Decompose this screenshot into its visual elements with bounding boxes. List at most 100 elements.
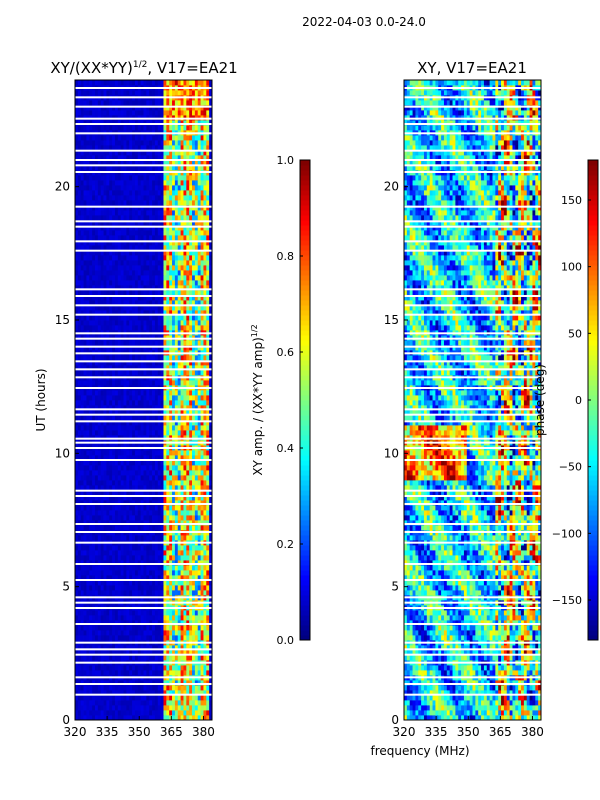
amplitude-heatmap-cell <box>174 620 179 626</box>
amplitude-heatmap-cell <box>123 340 127 346</box>
amplitude-heatmap-cell <box>77 300 82 306</box>
amplitude-heatmap-cell <box>197 370 201 376</box>
amplitude-heatmap-cell <box>117 400 122 406</box>
amplitude-heatmap-cell <box>143 690 147 696</box>
amplitude-heatmap-cell <box>160 480 164 486</box>
amplitude-heatmap-cell <box>163 460 167 466</box>
amplitude-heatmap-cell <box>114 215 119 221</box>
amplitude-heatmap-cell <box>140 280 144 286</box>
amplitude-heatmap-cell <box>120 275 124 281</box>
amplitude-heatmap-cell <box>83 460 87 466</box>
amplitude-heatmap-cell <box>137 340 142 346</box>
amplitude-heatmap-cell <box>152 255 156 261</box>
amplitude-heatmap-cell <box>140 665 144 671</box>
amplitude-heatmap-cell <box>192 360 196 366</box>
amplitude-heatmap-cell <box>134 400 139 406</box>
amplitude-heatmap-cell <box>146 320 150 326</box>
amplitude-heatmap-cell <box>123 570 127 576</box>
amplitude-heatmap-cell <box>109 400 113 406</box>
amplitude-heatmap-cell <box>100 415 104 421</box>
amplitude-heatmap-cell <box>172 475 176 481</box>
amplitude-heatmap-cell <box>209 280 213 286</box>
amplitude-heatmap-cell <box>100 645 104 651</box>
amplitude-heatmap-cell <box>86 715 90 721</box>
amplitude-heatmap-cell <box>77 205 82 211</box>
amplitude-heatmap-cell <box>140 235 144 241</box>
amplitude-heatmap-cell <box>160 460 164 466</box>
amplitude-heatmap-cell <box>129 240 133 246</box>
amplitude-heatmap-cell <box>103 260 107 266</box>
amplitude-heatmap-cell <box>186 245 190 251</box>
amplitude-heatmap-cell <box>200 585 204 591</box>
amplitude-heatmap-cell <box>183 525 187 531</box>
amplitude-heatmap-cell <box>186 690 190 696</box>
amplitude-heatmap-cell <box>132 395 136 401</box>
amplitude-heatmap-cell <box>200 360 204 366</box>
amplitude-heatmap-cell <box>94 475 99 481</box>
amplitude-heatmap-cell <box>206 570 210 576</box>
amplitude-heatmap-cell <box>75 295 79 301</box>
amplitude-heatmap-cell <box>160 705 164 711</box>
amplitude-heatmap-cell <box>75 505 79 511</box>
amplitude-heatmap-cell <box>152 550 156 556</box>
amplitude-heatmap-cell <box>114 390 119 396</box>
amplitude-heatmap-cell <box>106 560 110 566</box>
amplitude-heatmap-cell <box>183 655 187 661</box>
amplitude-heatmap-cell <box>157 420 162 426</box>
amplitude-heatmap-cell <box>186 400 190 406</box>
amplitude-heatmap-cell <box>157 355 162 361</box>
amplitude-heatmap-cell <box>157 555 162 561</box>
amplitude-heatmap-cell <box>186 610 190 616</box>
amplitude-heatmap-cell <box>192 455 196 461</box>
amplitude-heatmap-cell <box>143 620 147 626</box>
amplitude-heatmap-cell <box>154 615 159 621</box>
amplitude-heatmap-cell <box>143 510 147 516</box>
amplitude-heatmap-cell <box>75 625 79 631</box>
amplitude-heatmap-cell <box>180 545 184 551</box>
amplitude-heatmap-cell <box>149 590 153 596</box>
amplitude-heatmap-cell <box>209 300 213 306</box>
amplitude-heatmap-cell <box>166 365 170 371</box>
amplitude-heatmap-cell <box>209 460 213 466</box>
amplitude-heatmap-cell <box>197 310 201 316</box>
amplitude-heatmap-cell <box>134 390 139 396</box>
amplitude-heatmap-cell <box>166 620 170 626</box>
amplitude-heatmap-cell <box>112 285 116 291</box>
amplitude-heatmap-cell <box>89 695 93 701</box>
amplitude-heatmap-cell <box>197 555 201 561</box>
amplitude-heatmap-cell <box>94 325 99 331</box>
amplitude-heatmap-cell <box>146 625 150 631</box>
amplitude-heatmap-cell <box>140 360 144 366</box>
amplitude-heatmap-cell <box>163 475 167 481</box>
amplitude-heatmap-cell <box>163 220 167 226</box>
amplitude-heatmap-cell <box>160 300 164 306</box>
amplitude-heatmap-cell <box>134 685 139 691</box>
amplitude-heatmap-cell <box>106 485 110 491</box>
amplitude-heatmap-cell <box>154 560 159 566</box>
amplitude-heatmap-cell <box>143 285 147 291</box>
amplitude-heatmap-cell <box>140 490 144 496</box>
amplitude-heatmap-cell <box>129 700 133 706</box>
amplitude-heatmap-cell <box>140 260 144 266</box>
amplitude-heatmap-cell <box>200 695 204 701</box>
amplitude-heatmap-cell <box>80 340 84 346</box>
amplitude-heatmap-cell <box>126 460 130 466</box>
amplitude-heatmap-cell <box>103 230 107 236</box>
amplitude-heatmap-cell <box>126 670 130 676</box>
amplitude-heatmap-cell <box>189 510 193 516</box>
amplitude-heatmap-cell <box>194 365 199 371</box>
amplitude-heatmap-cell <box>154 525 159 531</box>
amplitude-heatmap-cell <box>152 515 156 521</box>
amplitude-heatmap-cell <box>112 510 116 516</box>
amplitude-heatmap-cell <box>154 715 159 721</box>
amplitude-heatmap-cell <box>86 215 90 221</box>
amplitude-heatmap-cell <box>117 715 122 721</box>
amplitude-heatmap-cell <box>186 575 190 581</box>
amplitude-heatmap-cell <box>172 255 176 261</box>
amplitude-heatmap-cell <box>77 560 82 566</box>
amplitude-heatmap-cell <box>134 210 139 216</box>
amplitude-heatmap-cell <box>157 560 162 566</box>
amplitude-heatmap-cell <box>126 610 130 616</box>
amplitude-heatmap-cell <box>152 420 156 426</box>
amplitude-heatmap-cell <box>203 515 207 521</box>
